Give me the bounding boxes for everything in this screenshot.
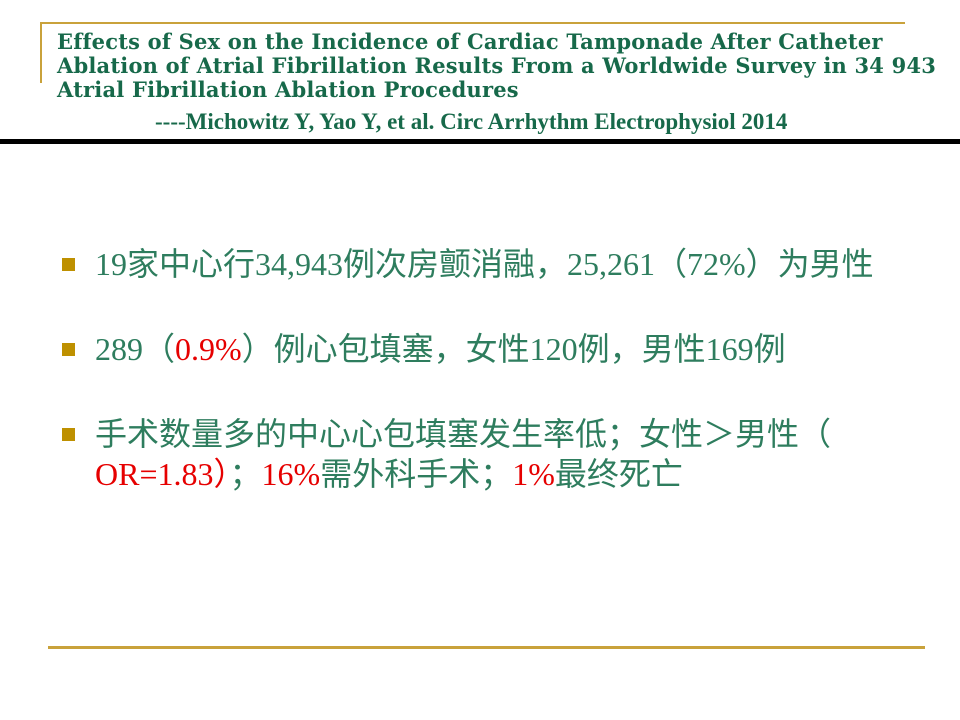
bullet-square-icon [62, 343, 75, 356]
bullet-square-icon [62, 258, 75, 271]
bullet-list: 19家中心行34,943例次房颤消融，25,261（72%）为男性 289（0.9… [62, 244, 912, 539]
bullet-segment: ； [229, 456, 262, 492]
bullet-item: 19家中心行34,943例次房颤消融，25,261（72%）为男性 [62, 244, 912, 284]
bullet-text: 手术数量多的中心心包填塞发生率低；女性＞男性（ OR=1.83）；16%需外科手术… [95, 416, 831, 492]
bullet-segment: 289（ [95, 331, 176, 367]
slide-title-line: Effects of Sex on the Incidence of Cardi… [57, 29, 883, 54]
title-accent-border [40, 22, 905, 83]
bullet-square-icon [62, 428, 75, 441]
bullet-text: 289（0.9%）例心包填塞，女性120例，男性169例 [95, 331, 786, 367]
footer-divider [48, 646, 925, 649]
bullet-segment: 需外科手术； [320, 456, 513, 492]
bullet-item: 手术数量多的中心心包填塞发生率低；女性＞男性（ OR=1.83）；16%需外科手术… [62, 414, 912, 494]
bullet-segment: 最终死亡 [554, 456, 683, 492]
bullet-segment: ）例心包填塞，女性120例，男性169例 [241, 331, 786, 367]
slide-title: Effects of Sex on the Incidence of Cardi… [57, 30, 937, 102]
bullet-segment: 0.9% [175, 331, 242, 367]
bullet-item: 289（0.9%）例心包填塞，女性120例，男性169例 [62, 329, 912, 369]
bullet-segment: OR=1.83） [95, 456, 230, 492]
citation-line: ----Michowitz Y, Yao Y, et al. Circ Arrh… [155, 109, 788, 134]
bullet-segment: 19家中心行34,943例次房颤消融，25,261（72%）为男性 [95, 246, 874, 282]
slide-title-line: Atrial Fibrillation Ablation Procedures [57, 77, 519, 102]
slide-title-line: Ablation of Atrial Fibrillation Results … [57, 53, 937, 78]
bullet-segment: 16% [261, 456, 321, 492]
bullet-text: 19家中心行34,943例次房颤消融，25,261（72%）为男性 [95, 246, 874, 282]
bullet-segment: 1% [512, 456, 555, 492]
header-divider [0, 139, 960, 144]
bullet-segment: 手术数量多的中心心包填塞发生率低；女性＞男性（ [95, 416, 832, 452]
